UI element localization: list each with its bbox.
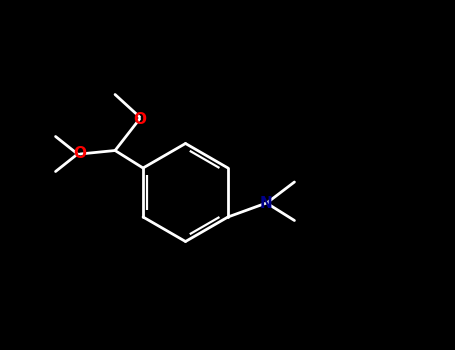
- Text: O: O: [74, 147, 86, 161]
- Text: N: N: [260, 196, 273, 210]
- Text: O: O: [133, 112, 146, 126]
